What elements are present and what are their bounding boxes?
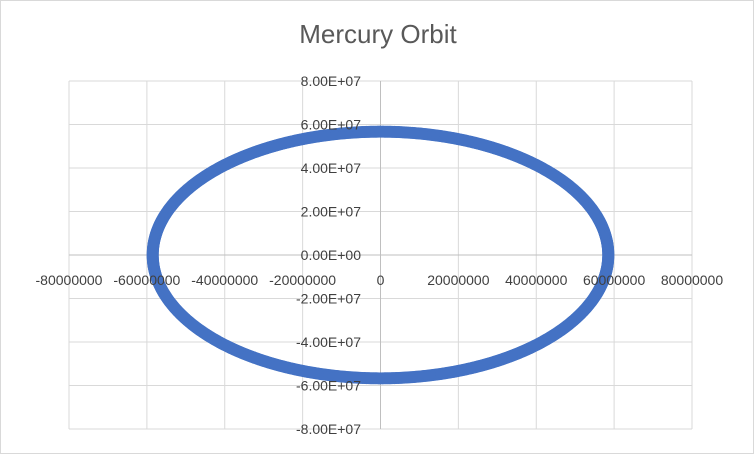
chart-title: Mercury Orbit xyxy=(299,19,457,49)
y-tick-label: -8.00E+07 xyxy=(296,421,361,437)
x-tick-label: -60000000 xyxy=(113,272,180,288)
y-tick-label: -6.00E+07 xyxy=(296,378,361,394)
x-tick-label: -80000000 xyxy=(36,272,103,288)
y-tick-label: 4.00E+07 xyxy=(301,160,362,176)
x-tick-label: -40000000 xyxy=(191,272,258,288)
y-tick-label: -2.00E+07 xyxy=(296,291,361,307)
y-tick-label: -4.00E+07 xyxy=(296,334,361,350)
x-tick-label: 60000000 xyxy=(583,272,646,288)
y-tick-labels: 8.00E+07 6.00E+07 4.00E+07 2.00E+07 0.00E+00… xyxy=(296,73,361,437)
x-tick-label: 80000000 xyxy=(661,272,724,288)
x-tick-labels: -80000000 -60000000 -40000000 -20000000 0 200… xyxy=(36,272,724,288)
x-tick-label: -20000000 xyxy=(269,272,336,288)
y-tick-label: 8.00E+07 xyxy=(301,73,362,89)
x-tick-label: 0 xyxy=(377,272,385,288)
x-tick-label: 40000000 xyxy=(505,272,568,288)
y-tick-label: 0.00E+00 xyxy=(301,247,362,263)
y-tick-label: 6.00E+07 xyxy=(301,117,362,133)
y-tick-label: 2.00E+07 xyxy=(301,204,362,220)
axes xyxy=(69,81,692,429)
data-series xyxy=(146,125,615,385)
data-point xyxy=(602,250,615,263)
x-tick-label: 20000000 xyxy=(427,272,490,288)
